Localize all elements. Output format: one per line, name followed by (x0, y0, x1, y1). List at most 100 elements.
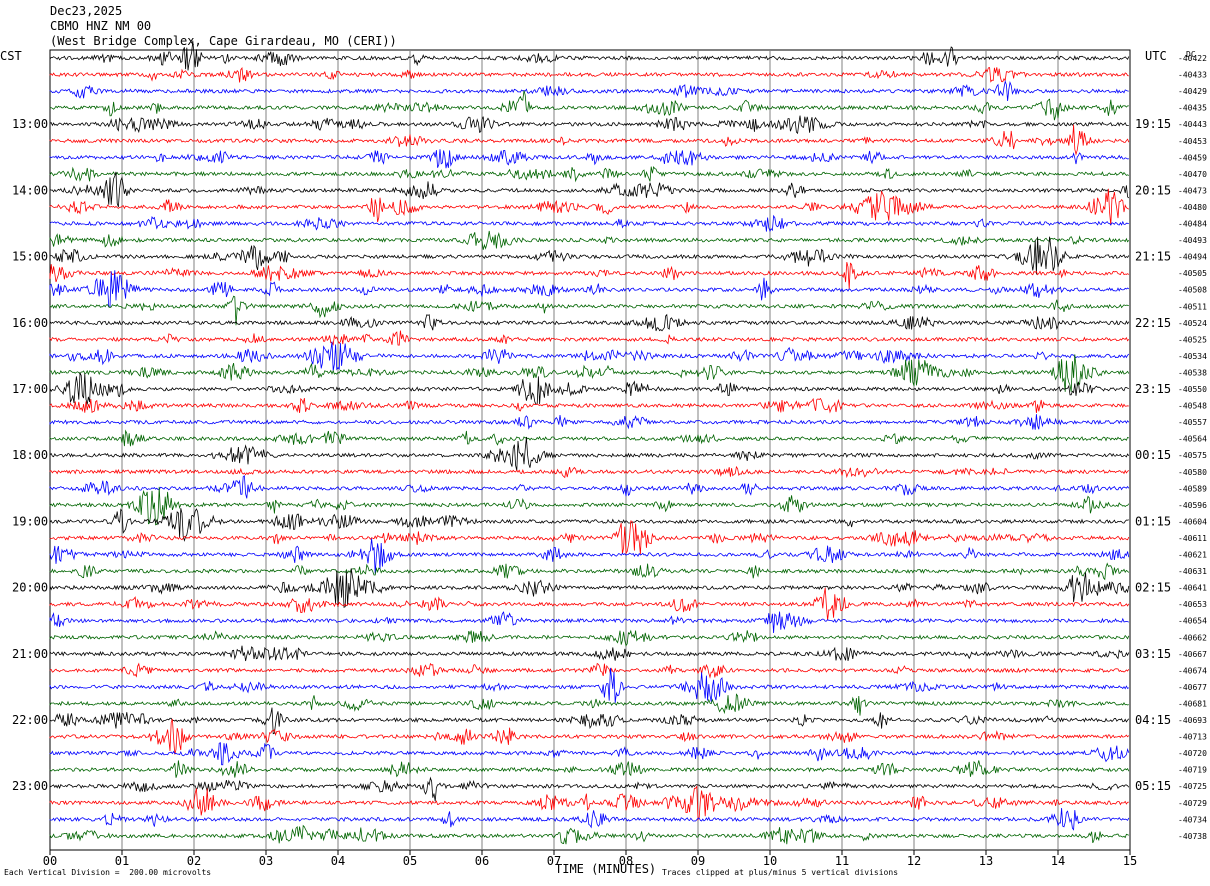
dc-offset-label: -40433 (1178, 71, 1207, 80)
dc-offset-label: -40729 (1178, 799, 1207, 808)
left-hour-label: 13:00 (12, 117, 48, 131)
trace-line (49, 508, 1129, 542)
dc-offset-label: -40719 (1178, 766, 1207, 775)
left-hour-label: 15:00 (12, 250, 48, 264)
trace-line (49, 718, 1130, 755)
dc-offset-label: -40524 (1178, 319, 1207, 328)
trace-line (49, 79, 1129, 102)
left-hour-label: 18:00 (12, 448, 48, 462)
trace-line (49, 166, 1130, 183)
dc-offset-label: -40734 (1178, 815, 1207, 824)
dc-offset-label: -40548 (1178, 402, 1207, 411)
dc-offset-label: -40611 (1178, 534, 1207, 543)
trace-line (49, 313, 1130, 332)
x-tick-label: 08 (619, 854, 633, 868)
trace-line (49, 629, 1130, 647)
x-tick-label: 04 (331, 854, 345, 868)
dc-offset-label: -40557 (1178, 418, 1207, 427)
dc-offset-label: -40580 (1178, 468, 1207, 477)
dc-offset-label: -40725 (1178, 782, 1207, 791)
trace-line (49, 115, 1129, 135)
station-code: CBMO HNZ NM 00 (50, 19, 152, 33)
right-hour-label: 02:15 (1135, 581, 1171, 595)
trace-line (49, 807, 1130, 831)
x-tick-label: 06 (475, 854, 489, 868)
right-hour-label: 00:15 (1135, 448, 1171, 462)
left-hour-label: 23:00 (12, 779, 48, 793)
trace-line (49, 341, 1130, 371)
trace-line (49, 824, 1129, 845)
trace-line (49, 562, 1130, 581)
dc-offset-label: -40713 (1178, 733, 1207, 742)
dc-offset-label: -40575 (1178, 451, 1207, 460)
dc-offset-label: -40470 (1178, 170, 1207, 179)
right-hour-label: 21:15 (1135, 250, 1171, 264)
x-tick-label: 00 (43, 854, 57, 868)
left-hour-label: 21:00 (12, 647, 48, 661)
x-tick-label: 14 (1051, 854, 1065, 868)
trace-line (49, 465, 1130, 479)
left-hour-label: 19:00 (12, 514, 48, 528)
trace-line (49, 371, 1129, 405)
trace-line (49, 330, 1130, 346)
dc-offset-label: -40484 (1178, 220, 1207, 229)
scale-note: Each Vertical Division = 200.00 microvol… (4, 868, 212, 877)
dc-offset-label: -40720 (1178, 749, 1207, 758)
trace-line (49, 776, 1130, 802)
x-tick-label: 09 (691, 854, 705, 868)
trace-line (49, 270, 1130, 308)
right-hour-label: 04:15 (1135, 713, 1171, 727)
right-hour-label: 19:15 (1135, 117, 1171, 131)
trace-line (49, 40, 1130, 71)
trace-line (49, 214, 1129, 232)
plot-date: Dec23,2025 (50, 4, 123, 18)
trace-line (49, 475, 1130, 499)
dc-offset-label: -40653 (1178, 600, 1207, 609)
dc-offset-label: -40493 (1178, 236, 1207, 245)
station-location: (West Bridge Complex, Cape Girardeau, MO… (50, 34, 397, 48)
trace-line (49, 667, 1130, 703)
x-tick-label: 01 (115, 854, 129, 868)
dc-offset-label: -40443 (1178, 120, 1207, 129)
trace-line (49, 486, 1130, 526)
dc-offset-label: -40621 (1178, 551, 1207, 560)
right-hour-label: 23:15 (1135, 382, 1171, 396)
dc-offset-label: -40641 (1178, 584, 1207, 593)
trace-line (49, 568, 1130, 608)
dc-offset-label: -40534 (1178, 352, 1207, 361)
trace-line (49, 171, 1130, 208)
trace-line (49, 236, 1130, 275)
trace-line (49, 262, 1130, 290)
trace-line (49, 90, 1129, 121)
x-tick-label: 02 (187, 854, 201, 868)
dc-offset-label: -40473 (1178, 186, 1207, 195)
dc-offset-label: -40693 (1178, 716, 1207, 725)
dc-offset-label: -40508 (1178, 286, 1207, 295)
dc-offset-label: -40674 (1178, 666, 1207, 675)
right-hour-label: 03:15 (1135, 647, 1171, 661)
trace-line (49, 760, 1130, 778)
dc-offset-label: -40550 (1178, 385, 1207, 394)
dc-offset-label: -40589 (1178, 484, 1207, 493)
clip-note: Traces clipped at plus/minus 5 vertical … (662, 868, 899, 877)
plot-frame (49, 49, 1131, 851)
dc-offset-label: -40662 (1178, 633, 1207, 642)
dc-offset-label: -40422 (1178, 54, 1207, 63)
dc-offset-label: -40429 (1178, 87, 1207, 96)
dc-offset-label: -40525 (1178, 335, 1207, 344)
right-timezone: UTC (1145, 49, 1167, 63)
x-tick-label: 07 (547, 854, 561, 868)
x-tick-label: 13 (979, 854, 993, 868)
dc-offset-label: -40480 (1178, 203, 1207, 212)
trace-line (49, 520, 1130, 555)
left-hour-label: 16:00 (12, 316, 48, 330)
right-hour-label: 22:15 (1135, 316, 1171, 330)
dc-offset-label: -40604 (1178, 517, 1207, 526)
x-axis-label: TIME (MINUTES) (555, 862, 657, 876)
trace-line (49, 645, 1130, 662)
right-hour-label: 20:15 (1135, 183, 1171, 197)
trace-line (49, 693, 1129, 716)
dc-offset-label: -40505 (1178, 269, 1207, 278)
trace-line (49, 188, 1129, 226)
